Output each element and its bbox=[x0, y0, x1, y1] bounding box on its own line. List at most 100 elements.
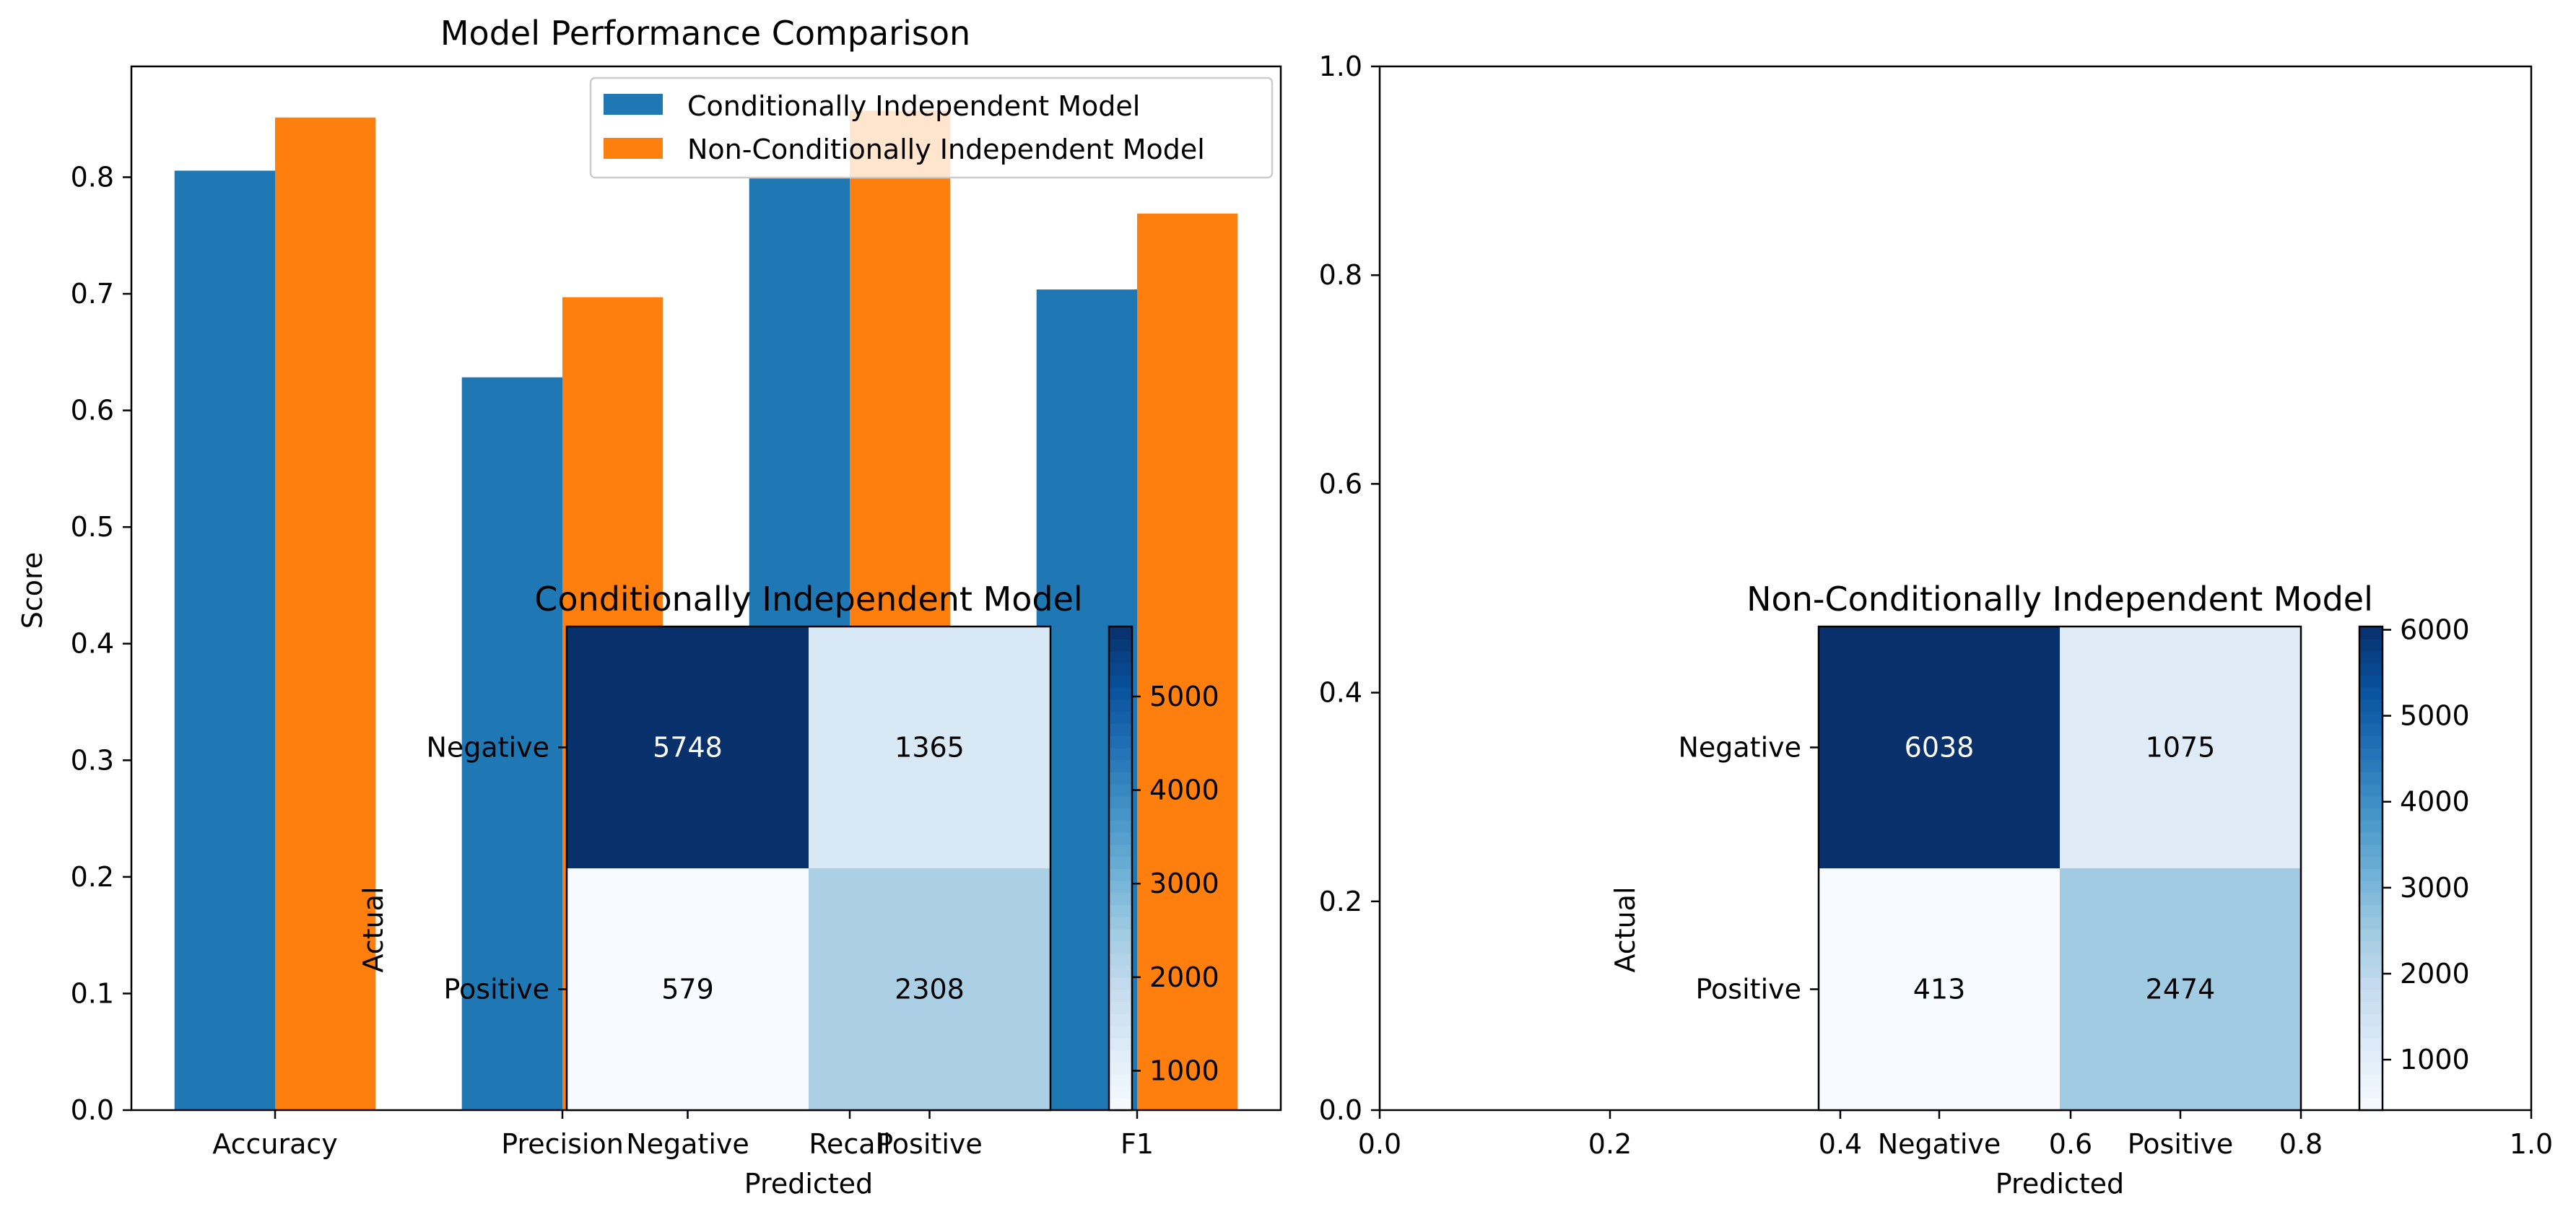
heatmap-2-colorbar-segment bbox=[2359, 989, 2383, 1003]
empty-x-tick-label: 1.0 bbox=[2510, 1128, 2553, 1160]
empty-x-tick-label: 0.2 bbox=[1588, 1128, 1632, 1160]
empty-y-tick-label: 1.0 bbox=[1319, 51, 1362, 82]
heatmap-2-colorbar-segment bbox=[2359, 965, 2383, 978]
heatmap-1-cell bbox=[809, 868, 1050, 1110]
empty-y-tick-label: 0.0 bbox=[1319, 1094, 1362, 1126]
heatmap-1-colorbar-segment bbox=[1109, 747, 1132, 761]
heatmap-2-cell bbox=[2060, 868, 2301, 1110]
heatmap-1-colorbar-segment bbox=[1109, 627, 1132, 640]
heatmap-2-colorbar-segment bbox=[2359, 638, 2383, 652]
heatmap-2-y-tick-label: Positive bbox=[1696, 974, 1802, 1005]
empty-x-tick-label: 0.8 bbox=[2279, 1128, 2323, 1160]
heatmap-2-colorbar-frame bbox=[2358, 625, 2384, 1112]
heatmap-1-colorbar-segment bbox=[1109, 977, 1132, 990]
heatmap-2-colorbar-segment bbox=[2359, 856, 2383, 869]
heatmap-1-colorbar-segment bbox=[1109, 638, 1132, 652]
heatmap-2-colorbar-tick-label: 2000 bbox=[2400, 958, 2470, 990]
bar-y-tick-label: 0.2 bbox=[71, 861, 114, 893]
heatmap-2-cell-value: 2474 bbox=[2146, 974, 2216, 1005]
heatmap-2-colorbar-tick-label: 1000 bbox=[2400, 1044, 2470, 1075]
heatmap-2-colorbar-segment bbox=[2359, 1013, 2383, 1026]
heatmap-1-frame bbox=[565, 625, 1052, 1112]
heatmap-1-colorbar-tick-label: 2000 bbox=[1149, 961, 1219, 993]
heatmap-1-colorbar-tick-label: 5000 bbox=[1149, 681, 1219, 712]
heatmap-2-colorbar-segment bbox=[2359, 795, 2383, 809]
heatmap-1-y-label: Actual bbox=[357, 886, 389, 972]
heatmap-2-colorbar-segment bbox=[2359, 723, 2383, 736]
heatmap-2-title: Non-Conditionally Independent Model bbox=[1746, 580, 2373, 619]
bar-x-tick-label-recall: Recall bbox=[809, 1128, 890, 1160]
heatmap-1-colorbar-segment bbox=[1109, 868, 1132, 881]
heatmap-2-colorbar-segment bbox=[2359, 1037, 2383, 1051]
heatmap-1-colorbar-segment bbox=[1109, 844, 1132, 857]
heatmap-1-colorbar-segment bbox=[1109, 1001, 1132, 1014]
heatmap-1-colorbar-segment bbox=[1109, 940, 1132, 954]
bar-precision-series-1 bbox=[461, 377, 562, 1110]
bar-accuracy-series-2 bbox=[275, 117, 376, 1110]
heatmap-2-colorbar-segment bbox=[2359, 711, 2383, 724]
heatmap-1-colorbar-segment bbox=[1109, 1098, 1132, 1111]
heatmap-2-colorbar-tick-label: 3000 bbox=[2400, 872, 2470, 904]
heatmap-1-colorbar-segment bbox=[1109, 699, 1132, 712]
heatmap-2-colorbar-segment bbox=[2359, 699, 2383, 712]
heatmap-2-colorbar-segment bbox=[2359, 735, 2383, 749]
heatmap-1-colorbar-segment bbox=[1109, 663, 1132, 676]
legend-swatch-series-2 bbox=[604, 138, 663, 159]
heatmap-2-colorbar-segment bbox=[2359, 650, 2383, 664]
heatmap-2-colorbar-segment bbox=[2359, 917, 2383, 930]
heatmap-2-colorbar-segment bbox=[2359, 953, 2383, 966]
empty-x-tick-label: 0.0 bbox=[1358, 1128, 1401, 1160]
heatmap-1-cell-value: 579 bbox=[661, 974, 714, 1005]
heatmap-2-colorbar-segment bbox=[2359, 808, 2383, 821]
heatmap-2-x-label: Predicted bbox=[1996, 1168, 2124, 1200]
heatmap-2-cell bbox=[2060, 627, 2301, 868]
bar-y-axis: 0.0 0.1 0.2 0.3 0.4 0.5 0.6 0.7 0.8 bbox=[71, 161, 131, 1126]
empty-y-tick-label: 0.6 bbox=[1319, 468, 1362, 499]
empty-axes-panel: 0.0 0.2 0.4 0.6 0.8 1.0 0.0 0.2 0.4 0.6 0.8 1.0 bbox=[1319, 51, 2554, 1160]
heatmap-1-title: Conditionally Independent Model bbox=[534, 580, 1082, 619]
heatmap-2-x-tick-label: Negative bbox=[1878, 1128, 2001, 1160]
heatmap-2-colorbar-segment bbox=[2359, 627, 2383, 640]
heatmap-2-colorbar-segment bbox=[2359, 1098, 2383, 1111]
legend-label-series-1: Conditionally Independent Model bbox=[687, 90, 1140, 122]
heatmap-2-cell bbox=[1819, 868, 2060, 1110]
heatmap-2-colorbar-segment bbox=[2359, 928, 2383, 942]
heatmap-1-colorbar-segment bbox=[1109, 904, 1132, 917]
heatmap-2-y-tick-label: Negative bbox=[1678, 732, 1801, 764]
heatmap-2-colorbar-segment bbox=[2359, 686, 2383, 700]
empty-axes-x-axis: 0.0 0.2 0.4 0.6 0.8 1.0 bbox=[1358, 1110, 2553, 1160]
heatmap-2-colorbar-segment bbox=[2359, 747, 2383, 761]
empty-axes-y-axis: 0.0 0.2 0.4 0.6 0.8 1.0 bbox=[1319, 51, 1380, 1126]
empty-y-tick-label: 0.4 bbox=[1319, 677, 1362, 709]
heatmap-1-x-tick-label: Negative bbox=[626, 1128, 749, 1160]
heatmap-2-cell-value: 1075 bbox=[2146, 732, 2216, 764]
heatmap-1-cell bbox=[567, 627, 809, 868]
heatmap-1-y-tick-label: Negative bbox=[426, 732, 549, 764]
bar-y-tick-label: 0.5 bbox=[71, 511, 114, 543]
bar-accuracy-series-1 bbox=[174, 170, 275, 1110]
heatmap-1-colorbar-segment bbox=[1109, 820, 1132, 833]
heatmap-1-colorbar-tick-label: 3000 bbox=[1149, 868, 1219, 899]
heatmap-1-cell bbox=[567, 868, 809, 1110]
bar-y-tick-label: 0.4 bbox=[71, 628, 114, 660]
bar-chart-title: Model Performance Comparison bbox=[440, 14, 970, 53]
bar-x-tick-label-accuracy: Accuracy bbox=[212, 1128, 338, 1160]
heatmap-1-colorbar-segment bbox=[1109, 1073, 1132, 1087]
heatmap-1-colorbar-segment bbox=[1109, 759, 1132, 772]
legend-swatch-series-1 bbox=[604, 94, 663, 115]
bar-y-tick-label: 0.6 bbox=[71, 395, 114, 427]
bar-x-tick-label-f1: F1 bbox=[1121, 1128, 1154, 1160]
heatmap-1-colorbar-segment bbox=[1109, 880, 1132, 894]
heatmap-1-y-tick-label: Positive bbox=[444, 974, 550, 1005]
heatmap-2-colorbar-tick-label: 5000 bbox=[2400, 700, 2470, 732]
heatmap-2-colorbar-segment bbox=[2359, 1025, 2383, 1039]
heatmap-2-colorbar-segment bbox=[2359, 868, 2383, 881]
heatmap-2-colorbar-segment bbox=[2359, 892, 2383, 906]
heatmap-1-colorbar-segment bbox=[1109, 917, 1132, 930]
heatmap-2-colorbar-segment bbox=[2359, 832, 2383, 845]
heatmap-1-colorbar-segment bbox=[1109, 795, 1132, 809]
heatmap-2-colorbar-segment bbox=[2359, 940, 2383, 954]
bar-y-tick-label: 0.7 bbox=[71, 278, 114, 310]
heatmap-2-cell-value: 413 bbox=[1913, 974, 1966, 1005]
